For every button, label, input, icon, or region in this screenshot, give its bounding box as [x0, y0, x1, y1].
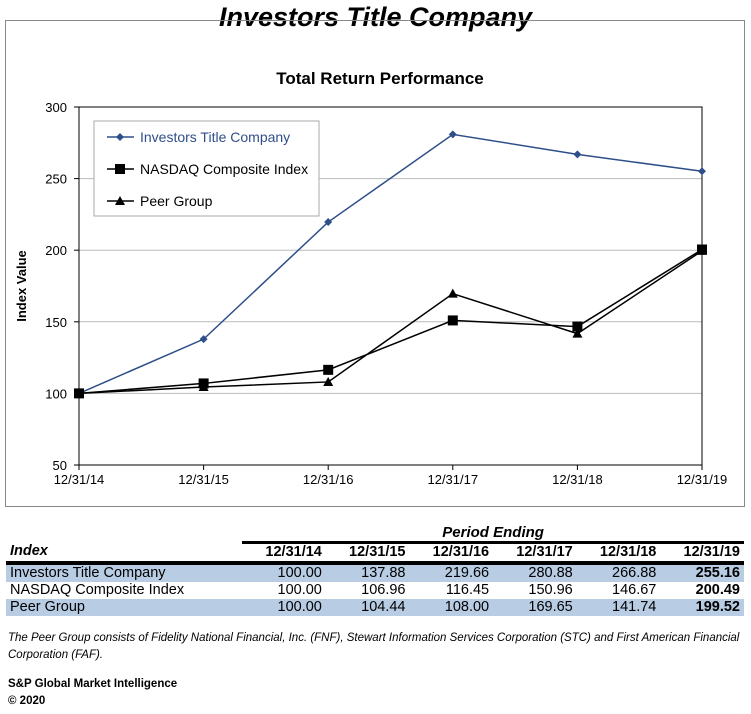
period-ending-label: Period Ending: [242, 524, 744, 544]
source-name: S&P Global Market Intelligence: [8, 678, 178, 690]
cell-value: 137.88: [325, 563, 410, 582]
x-tick-label: 12/31/17: [427, 472, 478, 487]
legend-label: NASDAQ Composite Index: [140, 161, 308, 177]
chart-title: Total Return Performance: [276, 69, 484, 88]
cell-value: 141.74: [576, 599, 661, 616]
data-point: [698, 167, 706, 176]
legend-label: Peer Group: [140, 193, 213, 209]
x-tick-label: 12/31/15: [178, 472, 229, 487]
y-tick-label: 100: [45, 386, 67, 401]
cell-value: 200.49: [695, 582, 740, 598]
legend-marker: [116, 133, 124, 141]
cell-value: 104.44: [325, 599, 410, 616]
cell-value: 100.00: [242, 563, 326, 582]
cell-value: 100.00: [277, 582, 322, 598]
data-point: [74, 388, 84, 398]
plot-area: [78, 106, 703, 466]
data-point: [323, 364, 334, 375]
col-header: 12/31/16: [409, 542, 494, 565]
x-tick-label: 12/31/14: [54, 472, 105, 487]
data-table: Period Ending Index 12/31/14 12/31/15 12…: [6, 524, 744, 616]
cell-value: 266.88: [576, 563, 661, 582]
data-point: [199, 335, 208, 344]
cell-value: 108.00: [409, 599, 494, 616]
data-point: [572, 321, 583, 332]
y-axis-label: Index Value: [14, 250, 29, 322]
row-label: NASDAQ Composite Index: [10, 582, 185, 598]
cell-value: 280.88: [493, 563, 577, 582]
legend-label: Investors Title Company: [140, 129, 290, 145]
col-header: 12/31/15: [325, 542, 410, 565]
col-header: 12/31/18: [576, 542, 661, 565]
copyright: © 2020: [8, 695, 46, 707]
data-point: [448, 130, 457, 139]
y-tick-label: 250: [45, 172, 67, 187]
line-chart: Total Return Performance 50 100 150 200 250 30…: [14, 69, 728, 487]
col-header: 12/31/19: [660, 542, 744, 565]
data-point: [324, 218, 333, 227]
cell-value: 100.00: [242, 599, 326, 616]
data-point: [447, 288, 458, 298]
index-header: Index: [6, 542, 243, 565]
cell-value: 219.66: [409, 563, 494, 582]
cell-value: 106.96: [361, 582, 406, 598]
cell-value: 150.96: [528, 582, 573, 598]
cell-value: 255.16: [660, 563, 744, 582]
y-tick-label: 200: [45, 243, 67, 258]
series-line-1: [78, 248, 703, 395]
row-label: Peer Group: [6, 599, 243, 616]
y-tick-label: 150: [45, 315, 67, 330]
data-point: [198, 382, 209, 392]
chart-frame: [5, 20, 745, 507]
source: S&P Global Market Intelligence © 2020: [8, 676, 177, 710]
data-point: [697, 245, 707, 255]
series-line-0: [78, 133, 703, 395]
cell-value: 169.65: [493, 599, 577, 616]
page-title: Investors Title Company: [218, 2, 533, 32]
legend-marker: [115, 196, 125, 205]
col-header: 12/31/17: [493, 542, 577, 565]
x-tick-label: 12/31/18: [552, 472, 603, 487]
series-line-2: [78, 250, 703, 395]
col-header: 12/31/14: [242, 542, 326, 565]
footnote: The Peer Group consists of Fidelity Nati…: [8, 632, 740, 661]
cell-value: 199.52: [660, 599, 744, 616]
data-point: [572, 328, 583, 338]
data-point: [447, 315, 458, 326]
cell-value: 116.45: [445, 582, 490, 598]
table-row: Peer Group 100.00 104.44 108.00 169.65 141.74…: [6, 599, 744, 616]
x-tick-label: 12/31/19: [677, 472, 728, 487]
table-row: NASDAQ Composite Index 100.00 106.96 116.45…: [6, 582, 744, 599]
table-row: Investors Title Company 100.00 137.88 219.6…: [6, 563, 744, 582]
data-point: [573, 150, 582, 159]
legend-marker: [115, 164, 125, 174]
x-tick-label: 12/31/16: [303, 472, 354, 487]
row-label: Investors Title Company: [6, 563, 243, 582]
data-point: [323, 376, 334, 386]
cell-value: 146.67: [612, 582, 657, 598]
y-tick-label: 50: [53, 458, 67, 473]
y-tick-label: 300: [45, 100, 67, 115]
